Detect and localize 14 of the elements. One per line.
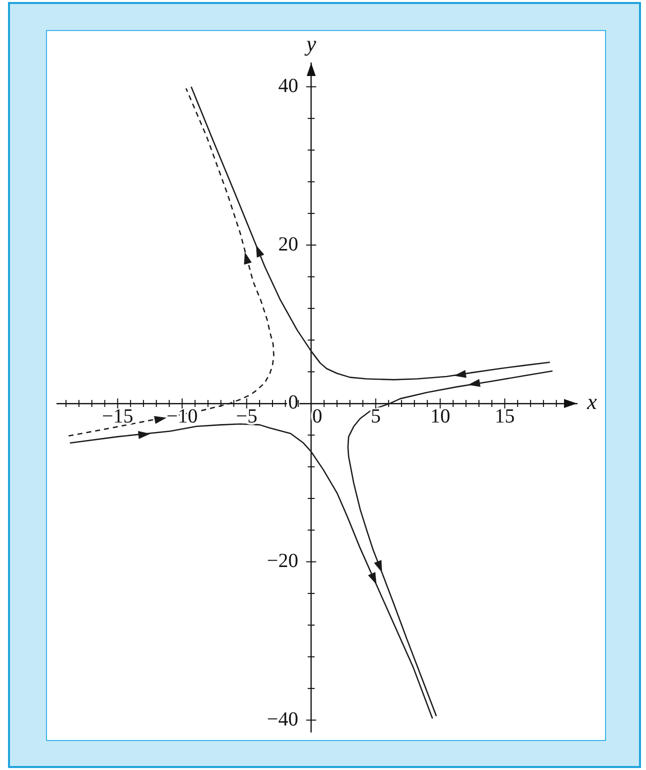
x-tick-label: 10 xyxy=(430,406,450,428)
x-axis-title: x xyxy=(586,389,598,414)
x-tick-label: −15 xyxy=(102,406,134,428)
y-tick-label: −20 xyxy=(266,550,298,572)
x-tick-label: 5 xyxy=(370,406,381,428)
y-axis-title: y xyxy=(304,30,316,56)
x-tick-label: −10 xyxy=(166,406,198,428)
x-tick-label: 0 xyxy=(312,406,322,428)
y-tick-label: 0 xyxy=(288,392,298,414)
x-tick-label: −5 xyxy=(236,406,258,428)
y-tick-label: −40 xyxy=(266,708,298,730)
x-tick-label: 15 xyxy=(494,406,515,428)
y-tick-label: 40 xyxy=(278,75,298,97)
y-tick-label: 20 xyxy=(278,233,298,256)
